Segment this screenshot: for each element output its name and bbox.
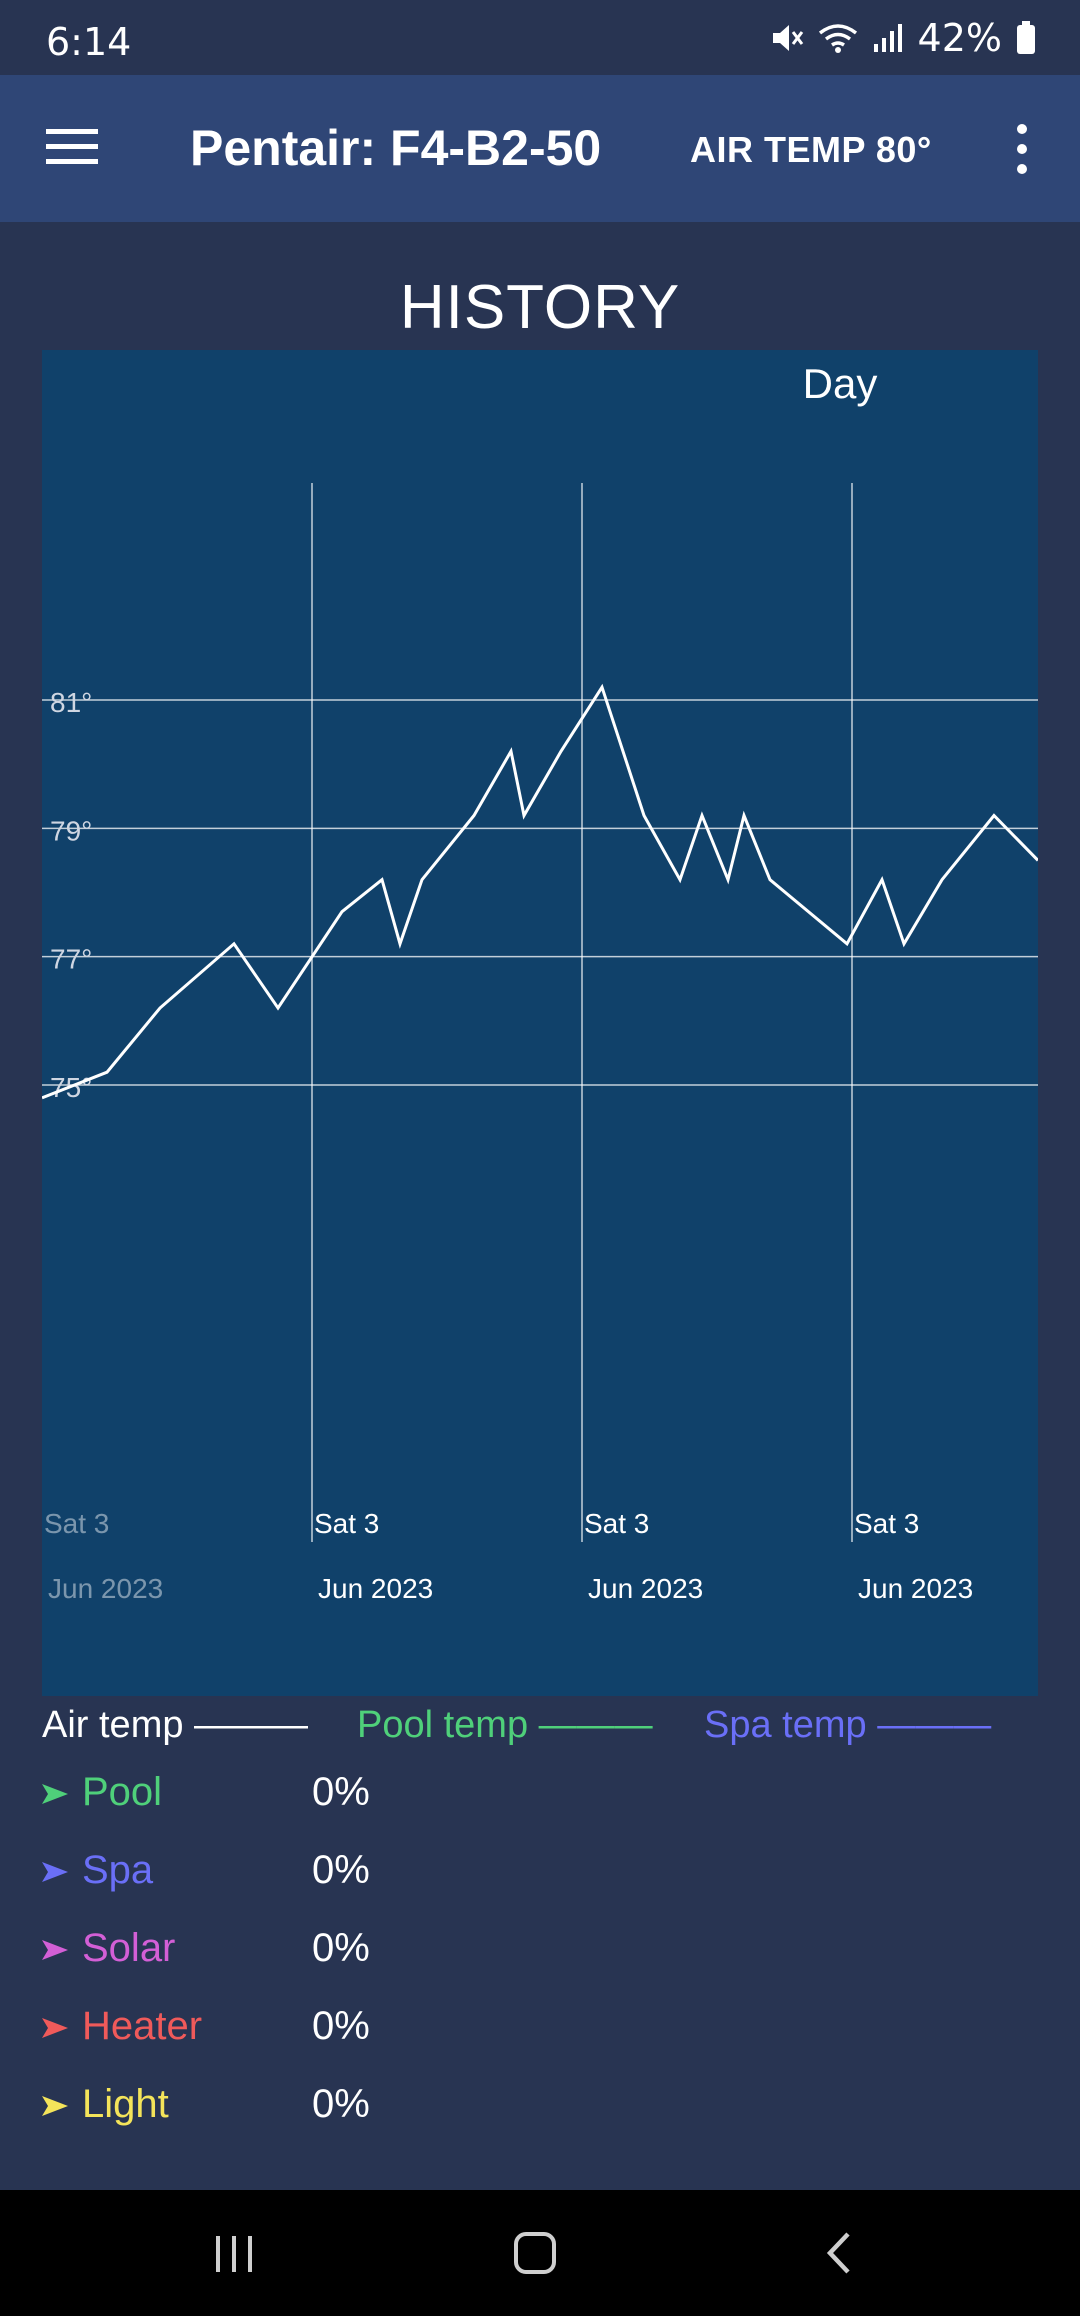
history-title: HISTORY (399, 273, 681, 342)
status-icons: 42% (770, 16, 1036, 60)
x-tick-label: Sat 3 (584, 1508, 649, 1539)
x-tick-label: Jun 2023 (48, 1573, 163, 1604)
equipment-row-spa: Spa 0% (42, 1848, 642, 1904)
recents-icon[interactable] (174, 2190, 294, 2316)
arrow-icon (42, 2096, 68, 2116)
x-tick-label: Sat 3 (854, 1508, 919, 1539)
equipment-value: 0% (312, 2004, 370, 2048)
equipment-name: Spa (82, 1848, 154, 1892)
equipment-row-heater: Heater 0% (42, 2004, 642, 2060)
status-time: 6:14 (46, 20, 132, 64)
y-tick-label: 81° (50, 687, 92, 718)
equipment-name: Light (82, 2082, 169, 2126)
y-tick-label: 77° (50, 944, 92, 975)
hamburger-menu-icon[interactable] (46, 127, 98, 167)
mute-icon (772, 25, 803, 51)
legend-pool-temp: Pool temp ——— (357, 1704, 653, 1746)
more-vert-icon[interactable] (1004, 119, 1040, 179)
legend-air-temp: Air temp ——— (42, 1704, 309, 1746)
app-bar: Pentair: F4-B2-50 AIR TEMP 80° (0, 75, 1080, 222)
equipment-value: 0% (312, 1770, 370, 1814)
x-tick-label: Jun 2023 (858, 1573, 973, 1604)
y-tick-label: 79° (50, 815, 92, 846)
battery-percent: 42% (917, 16, 1002, 60)
arrow-icon (42, 1784, 68, 1804)
range-selector[interactable]: Day (802, 360, 878, 407)
equipment-name: Pool (82, 1770, 163, 1814)
chart-legend: Air temp ——— Pool temp ——— Spa temp ——— (42, 1704, 1042, 1754)
status-bar: 6:14 42% (0, 0, 1080, 75)
x-tick-label: Jun 2023 (318, 1573, 433, 1604)
air-temp-button[interactable]: AIR TEMP 80° (690, 129, 932, 170)
x-tick-label: Sat 3 (314, 1508, 379, 1539)
wifi-icon (818, 24, 857, 53)
equipment-value: 0% (312, 1848, 370, 1892)
arrow-icon (42, 1862, 68, 1882)
equipment-value: 0% (312, 2082, 370, 2126)
equipment-name: Heater (82, 2004, 203, 2048)
x-tick-label: Jun 2023 (588, 1573, 703, 1604)
series-line-air-temp (42, 683, 1038, 1100)
legend-spa-temp: Spa temp ——— (704, 1704, 992, 1746)
equipment-row-pool: Pool 0% (42, 1770, 642, 1826)
arrow-icon (42, 2018, 68, 2038)
arrow-icon (42, 1940, 68, 1960)
equipment-row-solar: Solar 0% (42, 1926, 642, 1982)
home-icon[interactable] (476, 2190, 596, 2316)
history-chart[interactable]: 75° 77° 79° 81° Sat 3 Jun 2023 Sat 3 Jun 2023 Sa… (42, 350, 1038, 1696)
battery-icon (1017, 21, 1035, 54)
signal-icon (873, 24, 902, 52)
app-title: Pentair: F4-B2-50 (190, 120, 602, 176)
navigation-bar (0, 2190, 1080, 2316)
equipment-row-light: Light 0% (42, 2082, 642, 2138)
equipment-name: Solar (82, 1926, 176, 1970)
x-tick-label: Sat 3 (44, 1508, 109, 1539)
back-icon[interactable] (780, 2190, 900, 2316)
equipment-value: 0% (312, 1926, 370, 1970)
